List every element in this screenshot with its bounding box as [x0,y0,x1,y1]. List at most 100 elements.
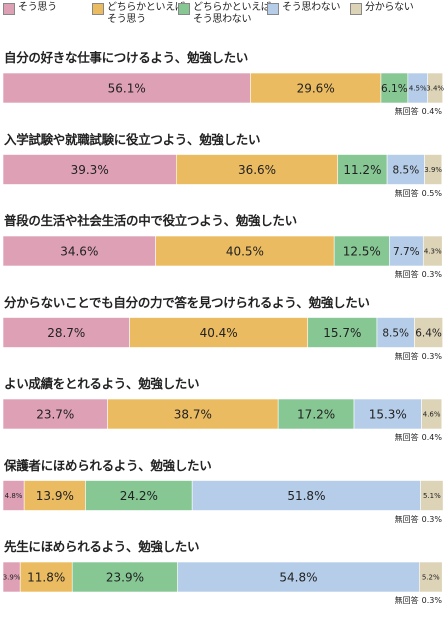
bar-segment-2-1 [155,235,335,267]
no-answer-note-3: 無回答 0.3% [395,351,442,362]
question-title-4: よい成績をとれるよう、勉強したい [4,376,200,391]
bar-segment-3-1 [129,317,309,348]
bar-label-4-3: 15.3% [369,407,407,421]
bar-label-1-2: 11.2% [343,163,381,177]
bar-segment-6-3 [177,561,420,593]
bar-segment-3-4 [414,317,443,348]
no-answer-label: 無回答 [394,351,419,361]
bar-segment-5-3 [191,480,421,511]
bar-row-4: 23.7% 38.7% 17.2% 15.3% 4.6% [2,398,443,430]
question-title-6: 先生にほめられるよう、勉強したい [4,539,200,554]
bar-segment-2-2 [333,235,390,267]
bar-row-0: 56.1% 29.6% 6.1% 4.5% 3.4% [2,72,444,104]
bar-label-2-0: 34.6% [60,244,98,258]
bar-label-0-3: 4.5% [409,85,427,93]
question-title-5: 保護者にほめられるよう、勉強したい [4,457,212,473]
no-answer-label: 無回答 [394,596,419,605]
no-answer-value: 0.3% [421,596,442,605]
no-answer-label: 無回答 [394,188,419,198]
bar-segment-4-2 [277,398,355,430]
bar-label-6-0: 3.9% [3,574,21,582]
bar-label-3-3: 8.5% [382,327,409,339]
bar-segment-3-2 [307,317,378,348]
bar-segment-2-3 [389,235,424,267]
no-answer-note-5: 無回答 0.3% [395,514,442,525]
legend-swatch-4 [350,3,362,15]
no-answer-note-4: 無回答 0.4% [395,432,442,443]
legend-label-3: そう思わない [282,2,341,13]
no-answer-value: 0.4% [421,433,442,442]
legend-swatch-1 [92,3,104,15]
no-answer-note-6: 無回答 0.3% [395,595,442,606]
bar-label-5-0: 4.8% [5,492,23,500]
bar-label-2-4: 4.3% [424,248,442,256]
bar-label-6-4: 5.2% [422,574,440,582]
bar-label-2-3: 7.7% [393,246,420,258]
legend-item-2: どちらかといえば そう思わない [178,2,271,26]
no-answer-label: 無回答 [394,433,419,442]
bar-row-6: 3.9% 11.8% 23.9% 54.8% 5.2% [2,561,443,593]
bar-segment-0-0 [2,72,251,104]
no-answer-value: 0.3% [421,514,442,524]
no-answer-note-0: 無回答 0.4% [395,106,442,117]
bar-label-3-2: 15.7% [323,326,361,340]
bar-label-2-1: 40.5% [226,244,264,258]
question-title-1: 入学試験や就職試験に役立つよう、勉強したい [4,131,261,147]
question-title-2: 普段の生活や社会生活の中で役立つよう、勉強したい [4,213,297,228]
no-answer-label: 無回答 [394,107,419,116]
bar-label-5-1: 13.9% [36,489,74,503]
legend-label-1: どちらかといえば そう思う [107,2,185,25]
no-answer-note-1: 無回答 0.5% [395,188,442,199]
bar-row-2: 34.6% 40.5% 12.5% 7.7% 4.3% [2,235,443,267]
bar-segment-6-1 [19,561,73,593]
legend-swatch-0 [3,3,15,15]
no-answer-label: 無回答 [394,270,419,279]
bar-label-1-1: 36.6% [238,163,276,177]
no-answer-value: 0.4% [421,107,442,116]
bar-label-0-4: 3.4% [426,85,444,93]
bar-label-2-2: 12.5% [343,244,381,258]
bar-segment-2-0 [2,235,156,267]
no-answer-note-2: 無回答 0.3% [395,269,442,280]
bar-label-3-1: 40.4% [200,326,238,340]
no-answer-value: 0.3% [421,270,442,279]
bar-label-4-2: 17.2% [297,407,335,421]
bar-row-5: 4.8% 13.9% 24.2% 51.8% 5.1% [2,480,444,511]
no-answer-value: 0.3% [421,351,442,361]
no-answer-value: 0.5% [421,188,442,198]
legend-item-1: どちらかといえば そう思う [92,2,185,26]
question-title-0: 自分の好きな仕事につけるよう、勉強したい [4,50,249,65]
bar-segment-4-4 [421,398,443,430]
bar-segment-0-4 [427,72,443,104]
bar-label-6-1: 11.8% [27,570,65,584]
bar-segment-3-3 [376,317,415,348]
bar-label-4-4: 4.6% [423,411,441,419]
legend-swatch-3 [267,3,279,15]
legend-swatch-2 [178,3,190,15]
bar-label-5-2: 24.2% [120,489,158,503]
legend-label-4: 分からない [365,2,414,13]
bar-label-0-2: 6.1% [381,83,408,95]
bar-row-3: 28.7% 40.4% 15.7% 8.5% 6.4% [2,317,443,348]
bar-label-4-1: 38.7% [174,407,212,421]
bar-label-6-3: 54.8% [279,570,317,584]
bar-label-1-4: 3.9% [424,166,442,174]
bar-segment-0-1 [250,72,382,104]
bar-label-6-2: 23.9% [106,570,144,584]
question-title-3: 分からないことでも自分の力で答を見つけられるよう、勉強したい [4,294,370,310]
bar-segment-1-4 [424,154,443,185]
bar-label-0-1: 29.6% [297,81,335,95]
legend-item-3: そう思わない [267,2,341,15]
bar-segment-3-0 [2,317,130,348]
bar-segment-4-1 [107,398,279,430]
no-answer-label: 無回答 [394,514,419,524]
bar-segment-5-4 [420,480,444,511]
legend-label-2: どちらかといえば そう思わない [193,2,271,25]
bar-segment-1-3 [386,154,425,185]
bar-segment-6-2 [71,561,178,593]
bar-label-3-4: 6.4% [415,327,442,339]
bar-segment-1-1 [176,154,339,185]
legend-item-0: そう思う [3,2,57,15]
bar-segment-2-4 [422,235,443,267]
